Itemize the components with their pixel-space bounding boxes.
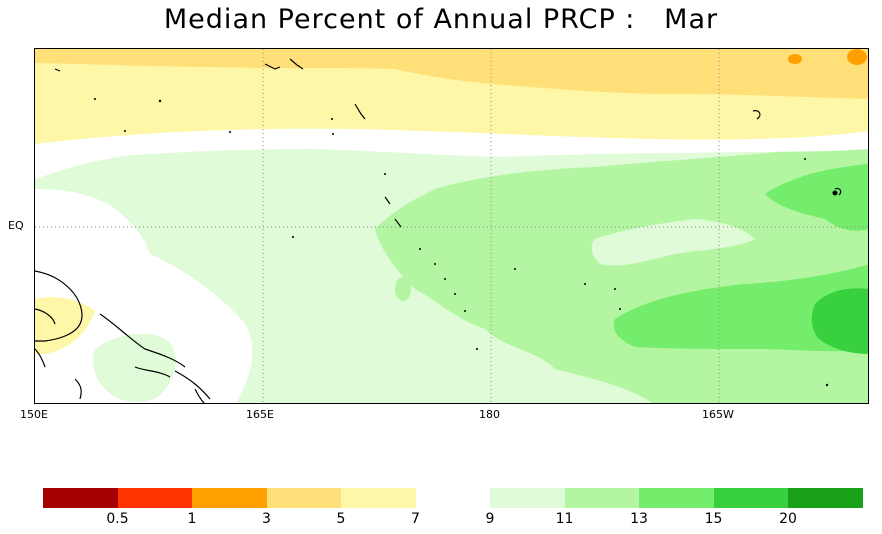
colorbar-label: 11 [555,511,574,527]
colorbar-label: 1 [187,511,197,527]
colorbar-label: 15 [704,511,723,527]
field-7-9 [35,128,868,179]
field-13-15 [613,264,868,352]
x-tick-180: 180 [479,408,500,421]
colorbar-label: 20 [779,511,797,527]
field-9-11-hole [591,219,755,266]
field-9-11-west-patch [93,333,176,402]
field-1-3-spot-a [847,49,867,65]
colorbar-label: 3 [262,511,271,527]
colorbar-bin [266,488,341,508]
graticule [35,49,868,403]
x-tick-165w: 165W [702,408,734,421]
colorbar-label: 0.5 [106,511,129,527]
x-tick-165e: 165E [246,408,274,421]
field-13-15-north [765,164,868,231]
colorbar-bin [341,488,416,508]
map-title: Median Percent of Annual PRCP : Mar [163,4,719,35]
colorbar-bin [192,488,267,508]
colorbar-bin [788,488,863,508]
colorbar-bin [117,488,192,508]
precip-map [34,48,869,404]
x-tick-150e: 150E [20,408,48,421]
colorbar-label: 7 [411,511,420,527]
colorbar-bin [43,488,118,508]
field-11-13-islet [395,277,411,301]
field-1-3-spot-b [788,54,802,64]
atolls [94,98,838,387]
field-3-5 [35,49,868,99]
colorbar-bin [639,488,714,508]
field-7-9-west [35,189,253,403]
colorbar-bin [415,488,490,508]
colorbar-bin [713,488,788,508]
y-tick-eq: EQ [8,219,24,232]
colorbar-label: 13 [630,511,648,527]
precip-field [35,49,868,403]
colorbar-bin [490,488,565,508]
colorbar-label: 5 [336,511,346,527]
field-15-20 [811,288,868,354]
coastlines [35,58,842,403]
colorbar-label: 9 [485,511,495,527]
colorbar-bin [564,488,639,508]
